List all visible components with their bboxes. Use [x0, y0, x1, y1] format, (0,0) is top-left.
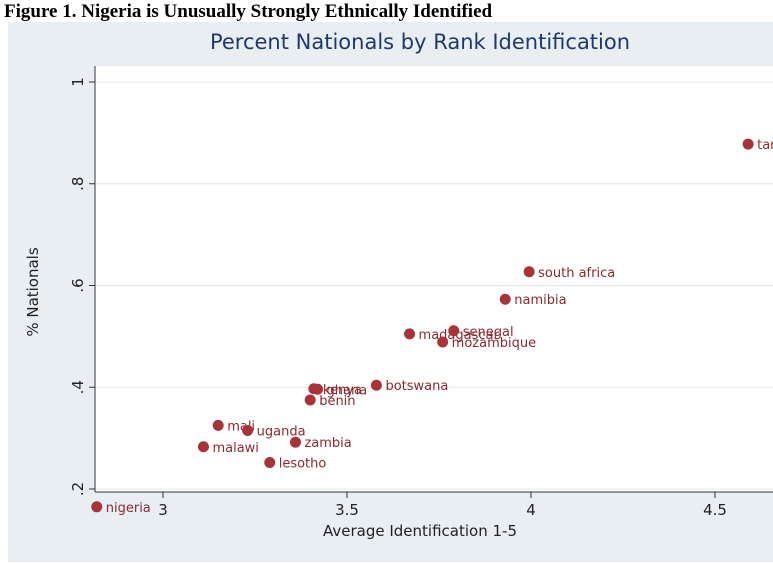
- data-point: nigeria: [91, 501, 151, 516]
- y-axis-ticks: .2 .4 .6 .8 1: [69, 77, 95, 496]
- point-marker: [197, 441, 209, 453]
- plot-area: [95, 66, 773, 492]
- point-marker: [289, 436, 301, 448]
- point-label: ghana: [327, 383, 368, 398]
- page-heading: Figure 1. Nigeria is Unusually Strongly …: [4, 1, 493, 22]
- point-label: kenya: [323, 383, 362, 398]
- point-marker: [499, 293, 511, 305]
- data-point: ghana: [312, 383, 367, 398]
- data-point: uganda: [242, 424, 306, 439]
- data-point: zambia: [289, 436, 352, 451]
- data-point: namibia: [499, 293, 567, 308]
- point-marker: [742, 138, 754, 150]
- chart-title: Percent Nationals by Rank Identification: [210, 30, 630, 54]
- point-label: mozambique: [452, 336, 536, 351]
- point-marker: [404, 328, 416, 340]
- data-point: south africa: [523, 266, 615, 281]
- data-point: senegal: [448, 325, 514, 340]
- point-marker: [264, 457, 276, 469]
- point-label: tanzania: [757, 138, 773, 153]
- x-axis-ticks: 3 3.5 4 4.5: [158, 492, 727, 519]
- data-point: botswana: [370, 379, 448, 394]
- y-tick-label: .4: [69, 380, 87, 394]
- point-label: zambia: [304, 436, 351, 451]
- point-marker: [437, 336, 449, 348]
- point-marker: [212, 419, 224, 431]
- point-label: botswana: [385, 379, 448, 394]
- point-marker: [448, 325, 460, 337]
- y-tick-label: .2: [69, 482, 87, 496]
- gridlines: [95, 81, 773, 490]
- point-label: lesotho: [279, 457, 327, 472]
- y-tick-label: .6: [69, 278, 87, 292]
- y-tick-label: 1: [69, 77, 87, 87]
- data-point: lesotho: [264, 457, 326, 472]
- point-marker: [91, 501, 103, 513]
- point-label: senegal: [463, 325, 514, 340]
- point-label: south africa: [538, 266, 615, 281]
- data-point: tanzania: [742, 138, 773, 153]
- chart-frame: Percent Nationals by Rank Identification…: [8, 22, 773, 562]
- x-tick-label: 4: [526, 501, 536, 519]
- x-tick-label: 4.5: [703, 501, 727, 519]
- point-marker: [523, 266, 535, 278]
- x-axis-title: Average Identification 1-5: [323, 522, 517, 540]
- point-label: malawi: [212, 441, 258, 456]
- point-label: nigeria: [106, 501, 151, 516]
- data-point: mozambique: [437, 336, 536, 351]
- point-label: namibia: [514, 293, 566, 308]
- point-marker: [242, 424, 254, 436]
- x-tick-label: 3: [158, 501, 168, 519]
- point-marker: [312, 383, 324, 395]
- y-axis-title: % Nationals: [24, 247, 42, 337]
- data-point: malawi: [197, 441, 259, 456]
- data-point: benin: [304, 394, 356, 409]
- point-marker: [304, 394, 316, 406]
- x-tick-label: 3.5: [335, 501, 359, 519]
- point-label: benin: [319, 394, 355, 409]
- point-label: uganda: [257, 424, 306, 439]
- y-tick-label: .8: [69, 177, 87, 191]
- point-marker: [370, 379, 382, 391]
- scatter-chart: Percent Nationals by Rank Identification…: [24, 30, 773, 540]
